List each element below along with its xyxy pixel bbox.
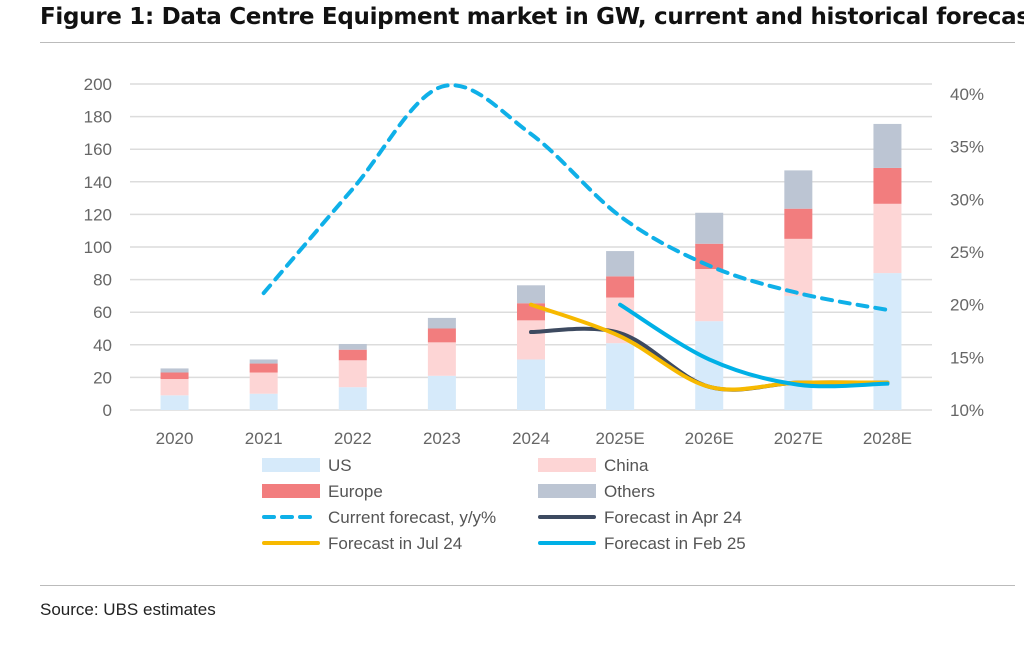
bar-others — [695, 212, 724, 244]
bar-others — [873, 123, 902, 168]
line-forecast-in-feb-25 — [618, 302, 890, 389]
legend-label: US — [328, 456, 352, 475]
bar-others — [338, 343, 367, 350]
bar-us — [249, 393, 278, 410]
bar-us — [873, 273, 902, 410]
y-left-tick-label: 40 — [93, 336, 112, 355]
y-right-tick-label: 40% — [950, 85, 984, 104]
bar-china — [160, 379, 189, 396]
legend-label: Others — [604, 482, 655, 501]
legend-item: Others — [538, 482, 655, 501]
y-left-tick-label: 160 — [84, 140, 112, 159]
bar-us — [606, 343, 635, 410]
x-tick-label: 2023 — [423, 429, 461, 448]
x-tick-label: 2022 — [334, 429, 372, 448]
bar-china — [873, 203, 902, 274]
y-right-tick-label: 15% — [950, 348, 984, 367]
y-left-tick-label: 180 — [84, 108, 112, 127]
bar-others — [606, 251, 635, 277]
x-tick-label: 2024 — [512, 429, 550, 448]
y-left-tick-label: 20 — [93, 368, 112, 387]
y-left-tick-label: 140 — [84, 173, 112, 192]
legend-item: Forecast in Feb 25 — [538, 534, 746, 553]
legend-item: Forecast in Apr 24 — [538, 508, 742, 527]
legend-label: Forecast in Jul 24 — [328, 534, 462, 553]
y-right-tick-label: 25% — [950, 243, 984, 262]
line-current-forecast-y-y- — [261, 83, 890, 312]
bar-europe — [606, 276, 635, 298]
legend-item: US — [262, 456, 352, 475]
legend-label: Europe — [328, 482, 383, 501]
bar-europe — [784, 208, 813, 239]
x-tick-label: 2020 — [156, 429, 194, 448]
bar-europe — [338, 349, 367, 361]
chart: 0 20 40 60 80 100 120 140 160 180 200 10% 15% 20% 25% 3… — [84, 75, 984, 553]
y-left-tick-label: 0 — [103, 401, 112, 420]
y-right-tick-label: 30% — [950, 190, 984, 209]
x-tick-label: 2028E — [863, 429, 912, 448]
bar-others — [427, 317, 456, 329]
bar-us — [517, 359, 545, 410]
legend-item: Current forecast, y/y% — [262, 508, 496, 527]
legend-item: China — [538, 456, 649, 475]
bar-others — [784, 170, 813, 209]
bar-others — [249, 359, 278, 364]
footer-divider — [40, 585, 1015, 586]
bar-china — [427, 342, 456, 376]
y-left-tick-label: 60 — [93, 303, 112, 322]
source-note: Source: UBS estimates — [40, 600, 216, 619]
bar-europe — [249, 363, 278, 373]
legend-item: Europe — [262, 482, 383, 501]
bar-us — [160, 395, 189, 410]
legend-swatch — [538, 458, 596, 472]
x-tick-label: 2027E — [774, 429, 823, 448]
x-tick-label: 2026E — [685, 429, 734, 448]
x-tick-label: 2021 — [245, 429, 283, 448]
y-right-tick-label: 35% — [950, 138, 984, 157]
bar-us — [427, 375, 456, 410]
bar-china — [784, 238, 813, 296]
y-left-tick-label: 80 — [93, 271, 112, 290]
title-divider — [40, 42, 1015, 43]
bar-others — [517, 285, 545, 304]
legend-swatch — [538, 484, 596, 498]
legend-label: China — [604, 456, 649, 475]
bar-europe — [427, 328, 456, 343]
bar-others — [160, 368, 189, 373]
bar-europe — [873, 167, 902, 204]
bar-china — [695, 269, 724, 322]
legend-item: Forecast in Jul 24 — [262, 534, 462, 553]
y-left-tick-label: 200 — [84, 75, 112, 94]
y-left-tick-label: 120 — [84, 205, 112, 224]
bar-china — [338, 360, 367, 388]
bar-china — [249, 372, 278, 394]
bar-us — [338, 387, 367, 410]
bar-us — [784, 295, 813, 410]
bar-china — [517, 320, 545, 360]
y-left-tick-label: 100 — [84, 238, 112, 257]
legend-label: Forecast in Feb 25 — [604, 534, 746, 553]
figure-title: Figure 1: Data Centre Equipment market i… — [40, 4, 1024, 30]
legend-label: Current forecast, y/y% — [328, 508, 496, 527]
y-right-tick-label: 20% — [950, 296, 984, 315]
legend-label: Forecast in Apr 24 — [604, 508, 742, 527]
bar-europe — [160, 372, 189, 380]
y-right-tick-label: 10% — [950, 401, 984, 420]
x-tick-label: 2025E — [596, 429, 645, 448]
legend-swatch — [262, 484, 320, 498]
legend-swatch — [262, 458, 320, 472]
